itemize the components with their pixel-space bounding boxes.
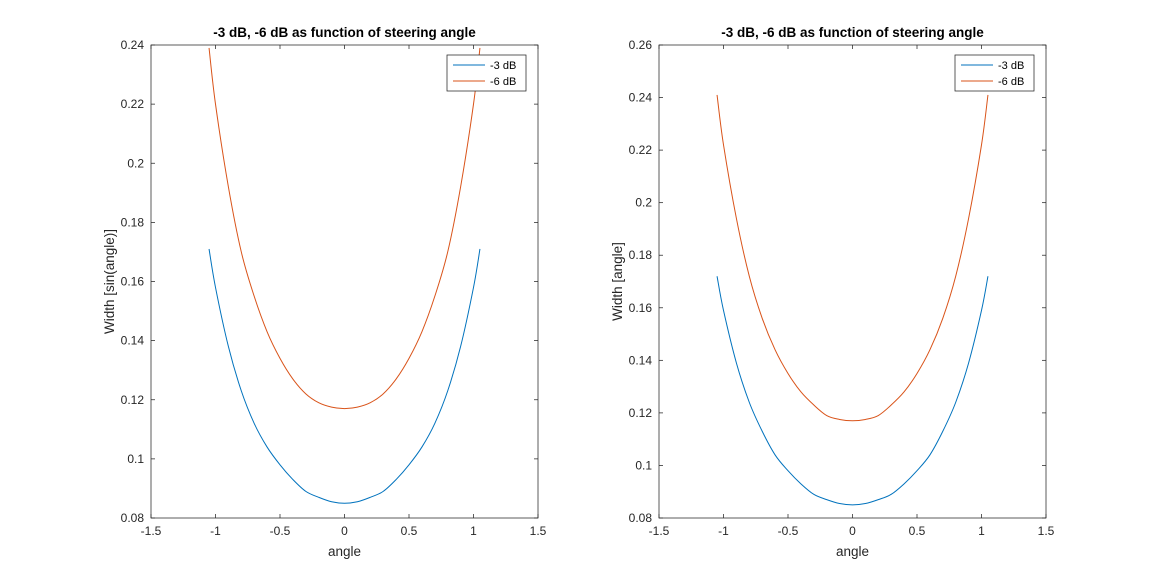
y-axis-label: Width [angle] (610, 242, 625, 321)
y-tick-label: 0.18 (121, 215, 145, 229)
x-tick-label: 0 (341, 524, 348, 538)
y-tick-label: 0.08 (121, 511, 145, 525)
y-axis-label: Width [sin(angle)] (102, 229, 117, 334)
y-tick-label: 0.12 (121, 393, 145, 407)
series-line-3db (208, 248, 481, 504)
legend: -3 dB -6 dB (446, 54, 527, 92)
x-tick-label: 0.5 (401, 524, 418, 538)
x-axis-label: angle (836, 544, 869, 559)
plot-area (150, 44, 539, 519)
x-tick-label: 1 (470, 524, 477, 538)
x-tick-label: -1 (718, 524, 729, 538)
y-tick-label: 0.26 (629, 38, 653, 52)
series-line-3db (716, 276, 989, 506)
x-tick-label: -0.5 (270, 524, 291, 538)
legend-box (446, 54, 527, 92)
y-tick-label: 0.16 (629, 301, 653, 315)
legend-label: -6 dB (998, 76, 1024, 88)
y-tick-label: 0.24 (629, 91, 653, 105)
series-line-6db (208, 47, 481, 410)
y-tick-label: 0.16 (121, 275, 145, 289)
y-tick-label: 0.2 (127, 156, 144, 170)
plot-area (658, 44, 1047, 519)
y-tick-label: 0.18 (629, 248, 653, 262)
x-tick-label: 0.5 (909, 524, 926, 538)
legend-box (954, 54, 1035, 92)
x-tick-label: -1 (210, 524, 221, 538)
y-tick-label: 0.14 (121, 334, 145, 348)
series-line-6db (716, 94, 989, 422)
y-tick-label: 0.1 (635, 458, 652, 472)
chart-title: -3 dB, -6 dB as function of steering ang… (213, 25, 476, 40)
chart-title: -3 dB, -6 dB as function of steering ang… (721, 25, 984, 40)
legend: -3 dB -6 dB (954, 54, 1035, 92)
y-tick-label: 0.12 (629, 406, 653, 420)
x-tick-label: 0 (849, 524, 856, 538)
y-tick-label: 0.14 (629, 353, 653, 367)
x-tick-label: -1.5 (141, 524, 162, 538)
y-tick-label: 0.24 (121, 38, 145, 52)
x-tick-label: -1.5 (649, 524, 670, 538)
chart-left: -1.5 -1 -0.5 0 0.5 1 1.5 0.08 0.1 0.12 0.14 0.16 0.1… (102, 25, 547, 559)
y-tick-label: 0.22 (121, 97, 145, 111)
legend-label: -3 dB (998, 60, 1024, 72)
chart-right: -1.5 -1 -0.5 0 0.5 1 1.5 0.08 0.1 0.12 0.14 0.16 0.1… (610, 25, 1055, 559)
y-tick-label: 0.22 (629, 143, 653, 157)
x-axis-label: angle (328, 544, 361, 559)
legend-label: -6 dB (490, 76, 516, 88)
x-tick-label: 1 (978, 524, 985, 538)
x-tick-label: -0.5 (778, 524, 799, 538)
y-tick-label: 0.08 (629, 511, 653, 525)
y-tick-label: 0.2 (635, 196, 652, 210)
x-tick-label: 1.5 (530, 524, 547, 538)
legend-label: -3 dB (490, 60, 516, 72)
y-tick-label: 0.1 (127, 452, 144, 466)
x-tick-label: 1.5 (1038, 524, 1055, 538)
